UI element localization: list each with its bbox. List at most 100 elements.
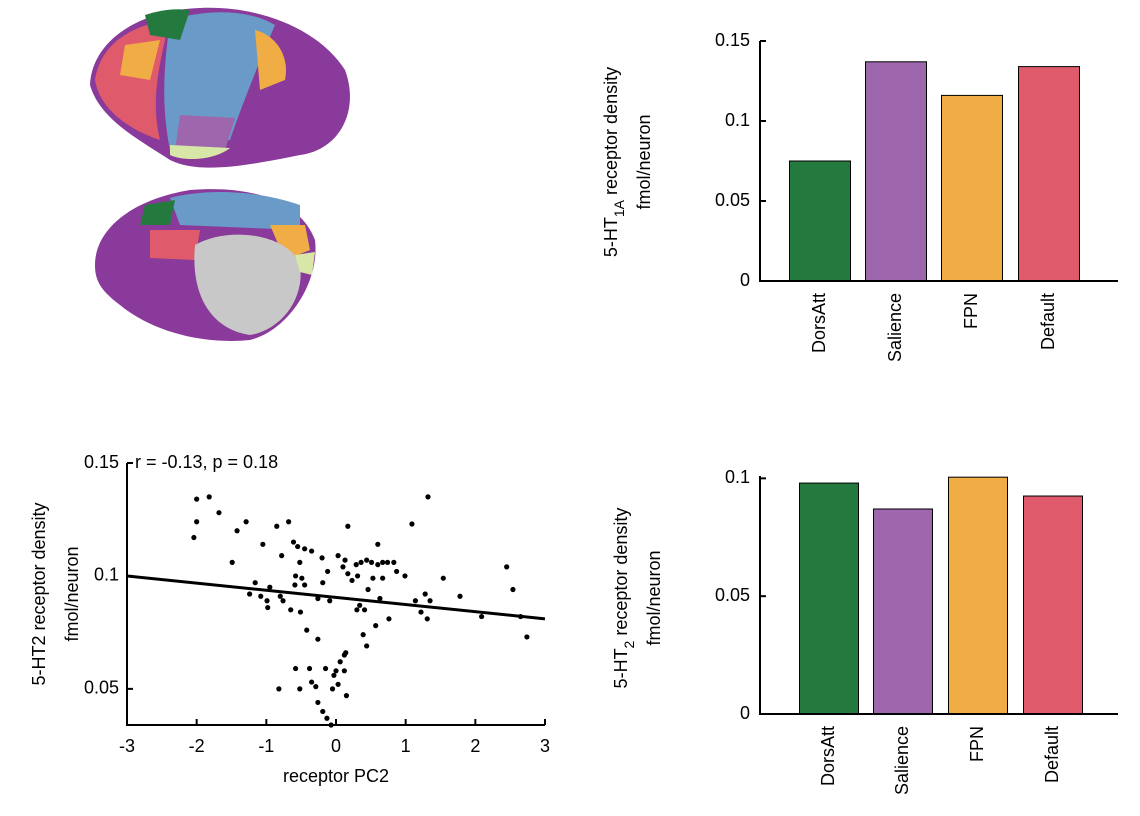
- x-tick-label: Default: [1038, 293, 1058, 350]
- scatter-point: [297, 559, 303, 565]
- x-tick-label: DorsAtt: [818, 726, 838, 786]
- x-tick-label: FPN: [961, 293, 981, 329]
- scatter-point: [440, 575, 446, 581]
- scatter-point: [370, 575, 376, 581]
- y-tick-label: 0.05: [84, 678, 119, 698]
- scatter-point: [361, 607, 368, 613]
- scatter-point: [247, 591, 253, 597]
- bar: [948, 476, 1008, 715]
- scatter-point: [309, 679, 315, 685]
- x-tick-label: DorsAtt: [809, 293, 829, 353]
- y-axis-label-subscript: 1A: [611, 199, 627, 217]
- scatter-point: [194, 496, 200, 502]
- bar: [789, 160, 851, 282]
- scatter-point: [313, 684, 319, 690]
- scatter-point: [299, 575, 305, 581]
- x-tick-label: Default: [1042, 726, 1062, 783]
- scatter-point: [234, 528, 240, 534]
- scatter-point: [286, 519, 292, 525]
- scatter-point: [457, 593, 463, 599]
- scatter-point: [373, 623, 379, 629]
- scatter-point: [216, 510, 222, 516]
- x-tick-label: 2: [470, 736, 480, 756]
- scatter-point: [264, 598, 270, 604]
- scatter-point: [315, 636, 321, 642]
- scatter-point: [340, 564, 346, 570]
- y-tick-label: 0.15: [715, 30, 750, 50]
- y-axis-label-prefix: 5-HT: [611, 648, 631, 688]
- scatter-point: [342, 557, 348, 563]
- y-tick-label: 0.05: [715, 190, 750, 210]
- x-tick-label: 3: [540, 736, 550, 756]
- bar: [873, 508, 933, 715]
- bar: [1023, 495, 1083, 715]
- scatter-point: [206, 494, 212, 500]
- y-axis-label: 5-HT2 receptor density: [611, 508, 637, 689]
- scatter-point: [333, 668, 339, 674]
- y-axis-label-suffix: receptor density: [601, 67, 621, 200]
- scatter-point: [309, 548, 315, 554]
- scatter-point: [324, 715, 330, 721]
- scatter-point: [354, 573, 361, 579]
- y-axis-label: 5-HT2 receptor density: [29, 502, 49, 685]
- scatter-point: [357, 602, 363, 608]
- scatter-point: [358, 559, 364, 565]
- x-tick-label: -2: [189, 736, 205, 756]
- scatter-point: [274, 523, 280, 529]
- scatter-point: [380, 575, 386, 581]
- scatter-point: [364, 557, 370, 563]
- scatter-point: [252, 580, 258, 586]
- scatter-point: [375, 541, 381, 547]
- axes: [126, 463, 545, 726]
- scatter-point: [364, 643, 370, 649]
- y-tick-label: 0.1: [725, 110, 750, 130]
- x-tick-label: Salience: [892, 726, 912, 795]
- scatter-point: [267, 584, 273, 590]
- fit-line: [126, 574, 546, 621]
- scatter-point: [391, 559, 397, 565]
- scatter-point: [276, 686, 282, 692]
- x-axis-label: receptor PC2: [283, 766, 389, 786]
- scatter-point: [343, 693, 350, 699]
- scatter-point: [380, 559, 386, 565]
- x-tick-label: 0: [331, 736, 341, 756]
- scatter-point: [229, 559, 235, 565]
- scatter-point: [329, 686, 336, 692]
- scatter-point: [304, 627, 310, 633]
- bar: [941, 94, 1003, 282]
- scatter-point: [354, 607, 360, 613]
- scatter-point: [319, 555, 325, 561]
- scatter-point: [504, 564, 510, 570]
- scatter-point: [277, 593, 283, 599]
- y-axis-unit: fmol/neuron: [634, 114, 654, 209]
- y-axis-unit: fmol/neuron: [644, 550, 664, 645]
- scatter-point: [288, 607, 294, 613]
- y-tick-label: 0.05: [715, 585, 750, 605]
- scatter-point: [345, 571, 351, 577]
- scatter-point: [384, 559, 391, 565]
- scatter-point: [335, 681, 341, 687]
- scatter-point: [353, 562, 359, 568]
- scatter-point: [345, 523, 351, 529]
- scatter-point: [510, 586, 516, 593]
- scatter-point: [325, 568, 331, 575]
- scatter-point: [191, 534, 197, 541]
- x-tick-label: Salience: [885, 293, 905, 362]
- scatter-point: [422, 591, 428, 597]
- scatter-point: [479, 613, 485, 620]
- scatter-point: [279, 553, 285, 559]
- scatter-point: [427, 598, 433, 604]
- scatter-point: [328, 722, 334, 728]
- scatter-point: [375, 562, 381, 568]
- scatter-point: [418, 609, 424, 615]
- scatter-point: [377, 595, 383, 602]
- scatter-point: [315, 595, 321, 602]
- scatter-point: [327, 598, 333, 604]
- y-tick-label: 0.15: [84, 452, 119, 472]
- x-tick-label: -1: [258, 736, 274, 756]
- annotation: r = -0.13, p = 0.18: [135, 452, 278, 472]
- scatter-point: [302, 582, 308, 588]
- y-axis-unit: fmol/neuron: [62, 546, 82, 641]
- scatter-point: [331, 672, 337, 678]
- scatter-point: [297, 686, 303, 692]
